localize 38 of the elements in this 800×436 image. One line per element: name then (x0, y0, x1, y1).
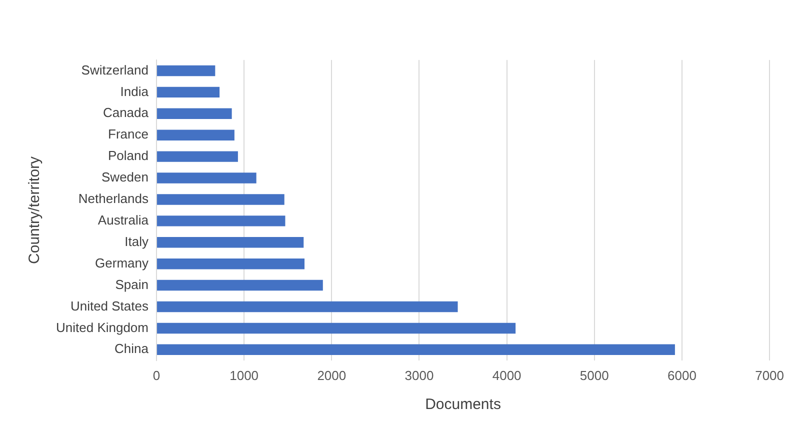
bar (157, 322, 516, 334)
y-tick-label: United States (70, 298, 149, 314)
bar (157, 65, 216, 76)
bar (157, 216, 286, 226)
y-tick-label: Switzerland (81, 62, 148, 78)
x-tick-label: 7000 (755, 368, 784, 383)
x-tick-label: 1000 (230, 368, 259, 383)
y-tick-label: France (108, 126, 148, 142)
x-tick-label: 4000 (492, 368, 522, 383)
x-tick-label: 0 (152, 368, 160, 383)
x-axis-title: Documents (425, 396, 501, 414)
y-tick-label: China (114, 341, 150, 356)
bar (157, 108, 232, 120)
bar (157, 344, 675, 356)
y-tick-label: United Kingdom (56, 320, 148, 335)
bar (157, 280, 323, 291)
bar (157, 172, 256, 184)
y-tick-label: India (120, 84, 150, 99)
x-tick-label: 5000 (580, 368, 609, 383)
y-axis-title: Country/territory (26, 156, 44, 264)
y-tick-label: Australia (98, 212, 150, 228)
bar (157, 130, 234, 140)
y-tick-label: Canada (102, 105, 150, 120)
y-tick-label: Italy (124, 234, 149, 249)
x-tick-label: 3000 (404, 368, 434, 383)
x-tick-label: 6000 (668, 368, 696, 383)
bar (157, 194, 284, 205)
x-tick-label: 2000 (317, 368, 346, 383)
y-tick-label: Spain (115, 276, 148, 292)
bar (157, 151, 238, 162)
bar (157, 237, 304, 248)
bar (157, 86, 220, 98)
y-tick-label: Germany (95, 255, 149, 270)
y-tick-label: Sweden (102, 170, 148, 185)
bar (157, 258, 305, 270)
bar (157, 301, 458, 312)
y-tick-label: Netherlands (78, 191, 149, 206)
y-tick-label: Poland (108, 148, 148, 164)
